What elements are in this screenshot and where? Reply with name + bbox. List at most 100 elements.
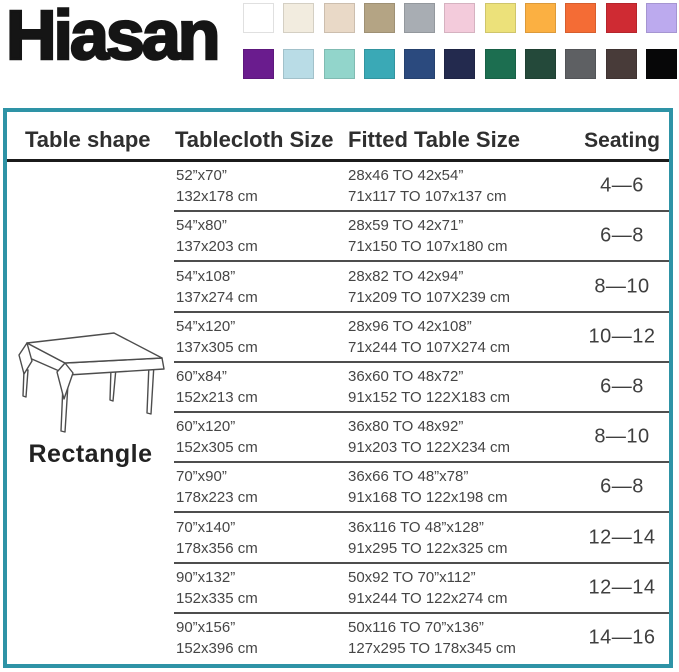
- fitted-size-cm: 127x295 TO 178x345 cm: [348, 639, 516, 657]
- seating-cell: 6—8: [600, 375, 644, 398]
- color-swatch: [243, 49, 274, 79]
- tablecloth-size-cm: 178x356 cm: [176, 539, 258, 557]
- seating-cell: 4—6: [600, 174, 644, 197]
- table-row: 54”x108” 137x274 cm 28x82 TO 42x94” 71x2…: [174, 262, 669, 313]
- table-header-row: Table shape Tablecloth Size Fitted Table…: [7, 112, 669, 162]
- table-row: 60”x120” 152x305 cm 36x80 TO 48x92” 91x2…: [174, 413, 669, 464]
- tablecloth-size-inches: 90”x132”: [176, 568, 236, 586]
- color-swatch: [363, 3, 395, 33]
- table-row: 90”x132” 152x335 cm 50x92 TO 70”x112” 91…: [174, 564, 669, 614]
- table-row: 90”x156” 152x396 cm 50x116 TO 70”x136” 1…: [174, 614, 669, 662]
- seating-cell: 14—16: [588, 626, 656, 649]
- seating-cell: 8—10: [594, 425, 650, 448]
- fitted-size-inches: 28x82 TO 42x94”: [348, 267, 464, 285]
- color-swatch: [404, 49, 436, 79]
- tablecloth-size-inches: 60”x120”: [176, 418, 236, 436]
- fitted-table-size-cell: 36x116 TO 48”x128” 91x295 TO 122x325 cm: [348, 517, 508, 559]
- tablecloth-size-inches: 54”x120”: [176, 317, 236, 335]
- tablecloth-size-cm: 178x223 cm: [176, 489, 258, 507]
- tablecloth-size-cm: 152x396 cm: [176, 639, 258, 657]
- tablecloth-size-inches: 52”x70”: [176, 167, 227, 185]
- table-row: 60”x84” 152x213 cm 36x60 TO 48x72” 91x15…: [174, 363, 669, 414]
- color-swatch: [525, 3, 557, 33]
- tablecloth-size-cell: 54”x120” 137x305 cm: [176, 316, 258, 358]
- tablecloth-size-cell: 90”x156” 152x396 cm: [176, 617, 258, 659]
- color-swatch: [605, 3, 637, 33]
- column-header-fitted-table-size: Fitted Table Size: [348, 127, 520, 152]
- color-swatch: [525, 49, 557, 79]
- column-header-seating: Seating: [584, 129, 660, 152]
- color-swatch: [404, 3, 436, 33]
- color-swatch: [565, 49, 597, 79]
- fitted-table-size-cell: 36x80 TO 48x92” 91x203 TO 122X234 cm: [348, 416, 510, 458]
- fitted-size-cm: 71x150 TO 107x180 cm: [348, 238, 508, 256]
- tablecloth-size-cm: 137x305 cm: [176, 338, 258, 356]
- tablecloth-size-cm: 132x178 cm: [176, 188, 258, 206]
- color-swatch: [444, 3, 476, 33]
- tablecloth-size-cell: 90”x132” 152x335 cm: [176, 567, 258, 609]
- tablecloth-size-inches: 70”x140”: [176, 518, 236, 536]
- fitted-table-size-cell: 28x82 TO 42x94” 71x209 TO 107X239 cm: [348, 266, 510, 308]
- color-swatch: [444, 49, 476, 79]
- table-row: 54”x120” 137x305 cm 28x96 TO 42x108” 71x…: [174, 313, 669, 363]
- seating-cell: 12—14: [588, 576, 656, 599]
- fitted-table-size-cell: 36x66 TO 48”x78” 91x168 TO 122x198 cm: [348, 466, 508, 508]
- fitted-size-cm: 71x244 TO 107X274 cm: [348, 338, 511, 356]
- color-swatch: [283, 3, 315, 33]
- color-swatch-palette: [243, 3, 677, 79]
- color-swatch: [323, 49, 355, 79]
- color-swatch: [243, 3, 274, 33]
- fitted-size-inches: 36x80 TO 48x92”: [348, 418, 464, 436]
- tablecloth-size-cell: 70”x140” 178x356 cm: [176, 517, 258, 559]
- fitted-table-size-cell: 50x116 TO 70”x136” 127x295 TO 178x345 cm: [348, 617, 516, 659]
- rectangle-table-icon: [17, 332, 165, 433]
- fitted-size-inches: 36x116 TO 48”x128”: [348, 518, 484, 536]
- seating-cell: 6—8: [600, 224, 644, 247]
- tablecloth-size-inches: 70”x90”: [176, 468, 227, 486]
- color-swatch: [565, 3, 597, 33]
- table-body: Rectangle 52”x70” 132x178 cm 28x46 TO 42…: [7, 162, 669, 664]
- swatch-row-top: [243, 3, 677, 33]
- tablecloth-size-inches: 54”x108”: [176, 267, 236, 285]
- fitted-size-inches: 50x116 TO 70”x136”: [348, 618, 484, 636]
- tablecloth-size-cell: 60”x84” 152x213 cm: [176, 366, 258, 408]
- fitted-size-inches: 28x59 TO 42x71”: [348, 217, 464, 235]
- color-swatch: [363, 49, 395, 79]
- table-shape-label: Rectangle: [28, 440, 153, 468]
- column-header-tablecloth-size: Tablecloth Size: [175, 127, 334, 152]
- color-swatch: [484, 49, 516, 79]
- tablecloth-size-cm: 152x335 cm: [176, 589, 258, 607]
- fitted-size-cm: 91x244 TO 122x274 cm: [348, 589, 508, 607]
- fitted-size-cm: 91x152 TO 122X183 cm: [348, 388, 511, 406]
- fitted-size-cm: 71x209 TO 107X239 cm: [348, 288, 511, 306]
- table-rows: 52”x70” 132x178 cm 28x46 TO 42x54” 71x11…: [174, 162, 669, 662]
- seating-cell: 8—10: [594, 275, 650, 297]
- table-row: 70”x90” 178x223 cm 36x66 TO 48”x78” 91x1…: [174, 463, 669, 514]
- tablecloth-size-cm: 152x305 cm: [176, 439, 258, 457]
- fitted-size-cm: 71x117 TO 107x137 cm: [348, 188, 507, 206]
- tablecloth-size-cell: 52”x70” 132x178 cm: [176, 165, 258, 207]
- fitted-size-inches: 28x46 TO 42x54”: [348, 167, 464, 185]
- fitted-table-size-cell: 28x46 TO 42x54” 71x117 TO 107x137 cm: [348, 165, 506, 207]
- color-swatch: [645, 49, 677, 79]
- tablecloth-size-cm: 152x213 cm: [176, 388, 258, 406]
- seating-cell: 12—14: [588, 526, 656, 549]
- seating-cell: 6—8: [600, 475, 644, 498]
- seating-cell: 10—12: [588, 325, 656, 348]
- color-swatch: [605, 49, 637, 79]
- tablecloth-size-cm: 137x203 cm: [176, 238, 258, 256]
- fitted-size-inches: 28x96 TO 42x108”: [348, 317, 472, 335]
- fitted-table-size-cell: 28x96 TO 42x108” 71x244 TO 107X274 cm: [348, 316, 510, 358]
- tablecloth-size-cell: 54”x108” 137x274 cm: [176, 266, 258, 308]
- fitted-size-inches: 36x66 TO 48”x78”: [348, 468, 469, 486]
- swatch-row-bottom: [243, 49, 677, 79]
- tablecloth-size-inches: 90”x156”: [176, 618, 236, 636]
- fitted-size-cm: 91x203 TO 122X234 cm: [348, 439, 511, 457]
- column-header-table-shape: Table shape: [25, 127, 151, 152]
- tablecloth-size-inches: 60”x84”: [176, 367, 227, 385]
- size-chart-table: Table shape Tablecloth Size Fitted Table…: [3, 108, 673, 668]
- table-row: 52”x70” 132x178 cm 28x46 TO 42x54” 71x11…: [174, 162, 669, 213]
- fitted-size-cm: 91x168 TO 122x198 cm: [348, 489, 508, 507]
- table-row: 70”x140” 178x356 cm 36x116 TO 48”x128” 9…: [174, 513, 669, 564]
